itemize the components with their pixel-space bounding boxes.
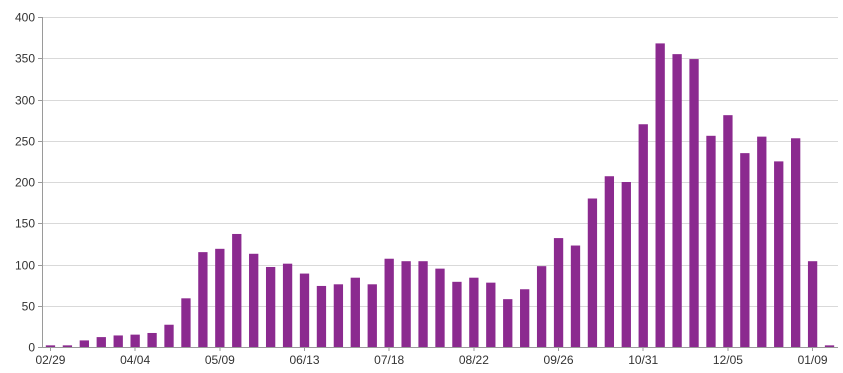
y-tick-label: 400	[15, 11, 35, 25]
x-tick-label: 05/09	[205, 353, 235, 367]
gridlines	[38, 17, 838, 348]
bar	[807, 261, 818, 347]
bar	[757, 136, 767, 347]
bar	[367, 284, 377, 347]
bar	[147, 332, 157, 347]
y-tick-label: 0	[28, 341, 35, 355]
bar	[232, 233, 242, 347]
bar	[45, 345, 56, 347]
bar	[130, 334, 140, 348]
bar	[520, 289, 530, 347]
bar	[384, 258, 394, 347]
y-tick-label: 350	[15, 52, 35, 66]
bar	[181, 298, 191, 347]
bar	[503, 299, 513, 347]
bar	[536, 266, 547, 347]
bar	[198, 252, 208, 348]
bar	[723, 115, 733, 347]
bar	[452, 281, 462, 347]
bar	[418, 261, 428, 347]
y-axis-tick-labels: 0 50 100 150 200 250 300 350 400	[15, 11, 35, 355]
bar	[672, 54, 682, 348]
bar	[282, 263, 293, 347]
x-tick-label: 12/05	[713, 353, 743, 367]
bar	[249, 253, 259, 347]
bar	[706, 135, 716, 347]
bar	[333, 284, 344, 347]
x-axis-tick-labels: 02/29 04/04 05/09 06/13 07/18 08/22 09/26 10/31…	[35, 347, 828, 367]
x-tick-label: 04/04	[120, 353, 150, 367]
x-tick-label: 01/09	[798, 353, 828, 367]
x-tick-label: 02/29	[35, 353, 65, 367]
bar	[553, 238, 564, 347]
bar	[604, 176, 615, 347]
bar	[469, 277, 479, 347]
y-tick-label: 150	[15, 217, 35, 231]
y-tick-label: 300	[15, 94, 35, 108]
x-tick-label: 08/22	[459, 353, 489, 367]
bar	[316, 285, 327, 347]
bar	[113, 335, 123, 347]
bar	[689, 59, 699, 347]
bar	[164, 324, 174, 347]
bar	[96, 337, 106, 347]
bar	[299, 273, 310, 347]
bar	[486, 282, 496, 347]
bar	[265, 266, 276, 347]
y-tick-label: 100	[15, 259, 35, 273]
bar	[79, 340, 89, 347]
bar	[401, 261, 411, 347]
bar	[740, 153, 750, 348]
x-tick-label: 06/13	[289, 353, 319, 367]
bar	[587, 198, 598, 347]
bar	[62, 345, 73, 347]
bar	[570, 245, 581, 347]
bar-series	[45, 43, 835, 348]
bar	[215, 248, 225, 347]
bar	[655, 43, 665, 348]
bar	[824, 345, 835, 347]
axes	[42, 17, 838, 348]
x-tick-label: 10/31	[628, 353, 658, 367]
bar	[621, 182, 631, 347]
bar	[435, 268, 445, 348]
y-tick-label: 200	[15, 176, 35, 190]
bar	[638, 124, 648, 347]
bar	[774, 161, 784, 348]
x-tick-label: 07/18	[374, 353, 404, 367]
x-tick-label: 09/26	[544, 353, 574, 367]
bar	[350, 277, 360, 347]
y-tick-label: 50	[22, 300, 36, 314]
y-tick-label: 250	[15, 135, 35, 149]
bar	[791, 138, 801, 347]
